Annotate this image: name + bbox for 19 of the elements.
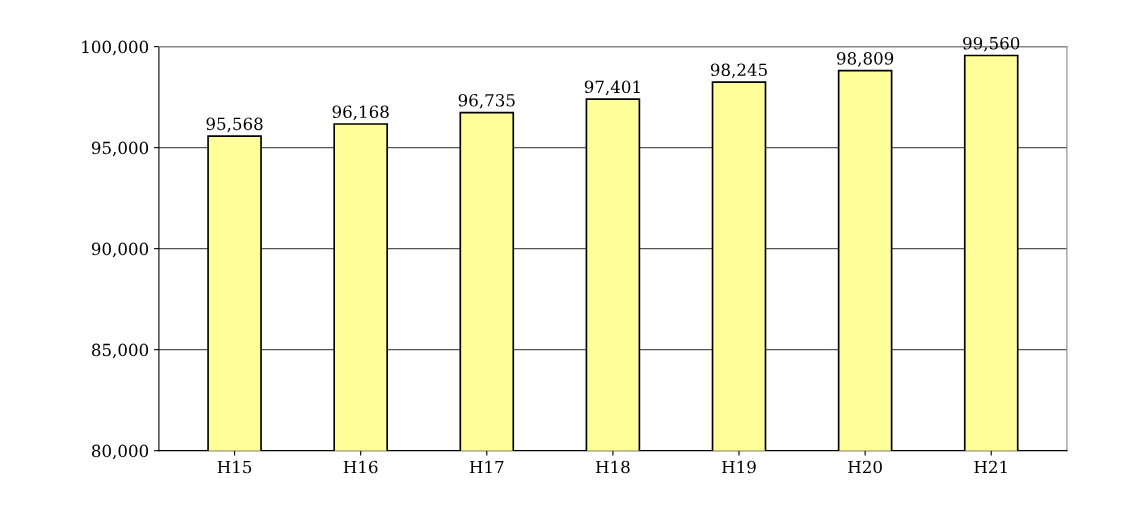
data-label: 95,568 xyxy=(206,117,263,133)
y-tick-label: 85,000 xyxy=(91,343,149,359)
data-label: 99,560 xyxy=(963,36,1020,52)
y-tick-label: 80,000 xyxy=(91,444,149,460)
x-tick-label: H15 xyxy=(217,460,252,474)
data-label: 97,401 xyxy=(584,80,640,96)
data-label: 98,809 xyxy=(837,52,894,67)
x-tick-label: H18 xyxy=(595,460,630,474)
x-tick-label: H16 xyxy=(343,460,378,474)
y-tick-label: 95,000 xyxy=(91,141,149,157)
y-tick-label: 100,000 xyxy=(82,40,149,56)
x-tick-label: H17 xyxy=(469,460,504,474)
data-label: 96,735 xyxy=(458,93,515,109)
y-tick-label: 90,000 xyxy=(91,242,149,258)
data-label: 96,168 xyxy=(332,105,389,121)
x-tick-label: H21 xyxy=(974,460,1007,474)
data-label: 98,245 xyxy=(710,63,767,79)
x-tick-label: H19 xyxy=(722,460,756,474)
x-tick-label: H20 xyxy=(848,460,882,474)
